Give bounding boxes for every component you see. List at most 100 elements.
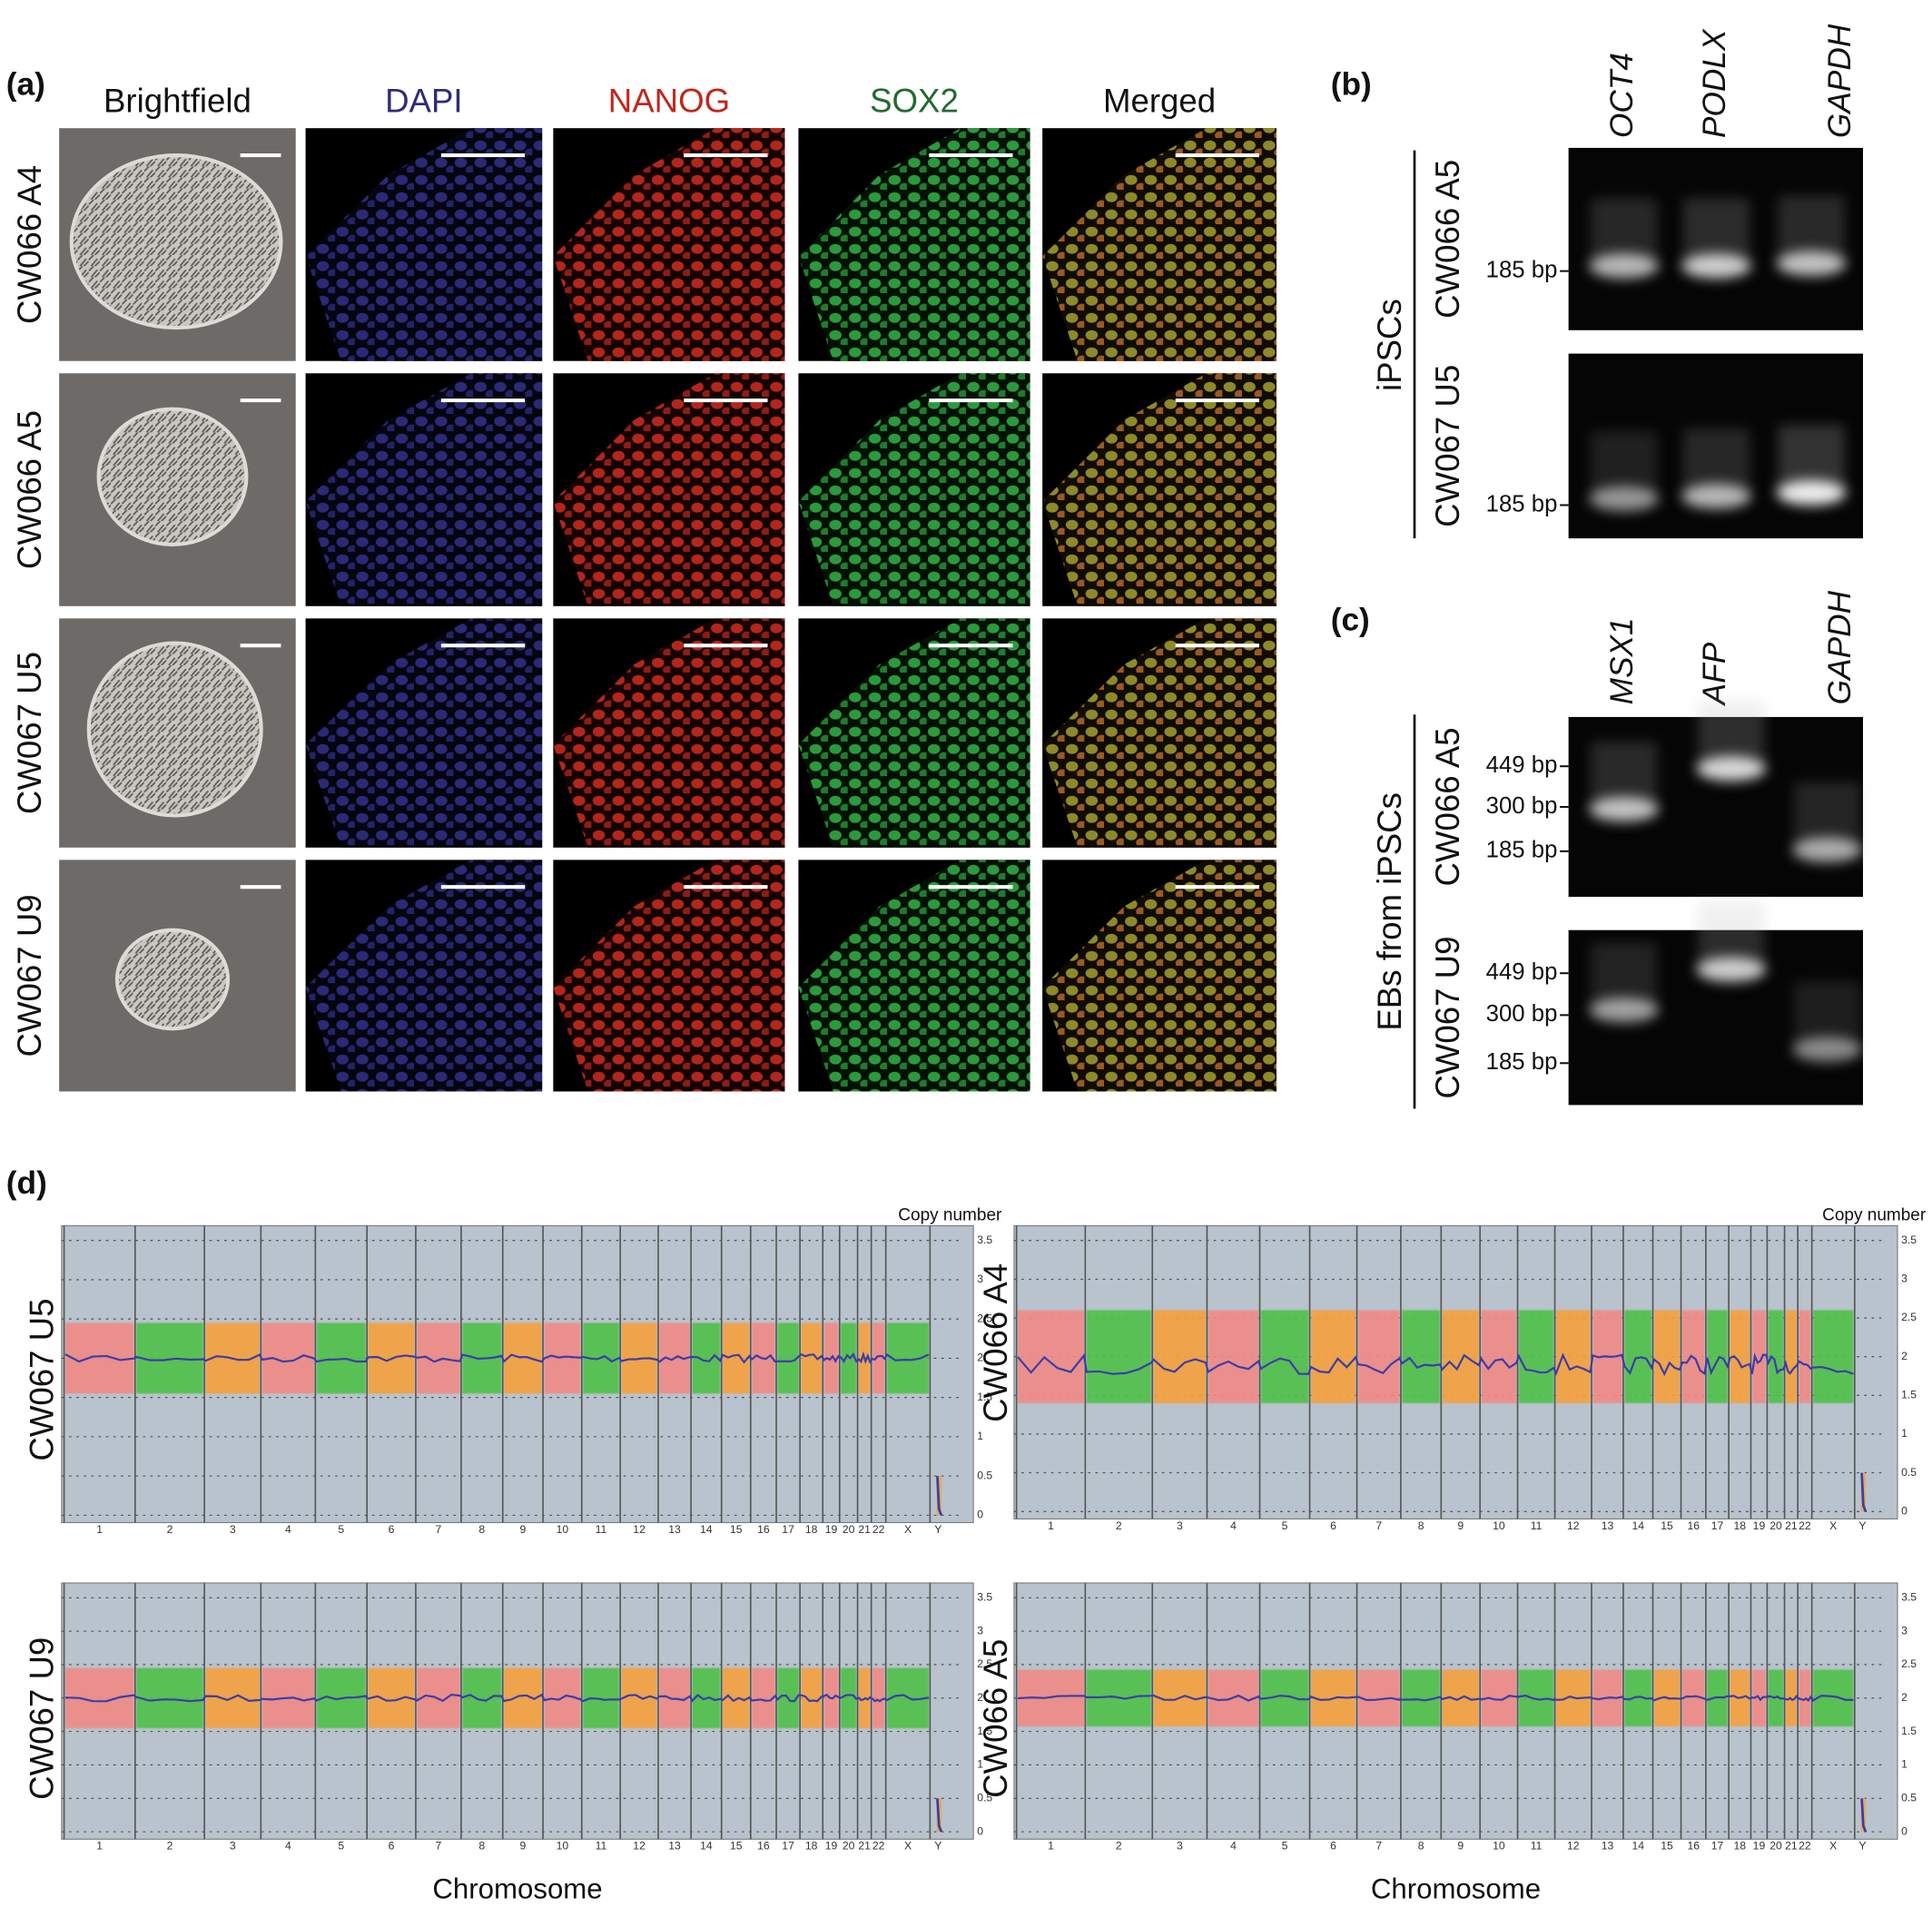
x-axis-label: Chromosome — [432, 1873, 602, 1905]
chromosome-label: 1 — [96, 1523, 103, 1536]
gel-band — [1777, 480, 1846, 506]
copy-number-band — [801, 1322, 822, 1394]
chromosome-label: 15 — [730, 1523, 743, 1536]
chromosome-label: 19 — [825, 1523, 838, 1536]
chromosome-label: 19 — [1753, 1840, 1766, 1853]
chromosome-label: 3 — [230, 1523, 236, 1536]
copy-number-tick: 3 — [1901, 1624, 1907, 1637]
gel-band — [1696, 957, 1766, 982]
column-header: DAPI — [385, 83, 462, 120]
size-marker: 300 bp — [1486, 1001, 1558, 1027]
chromosome-label: 15 — [1661, 1519, 1673, 1532]
cell-cluster — [553, 128, 785, 361]
cell-cluster — [305, 128, 543, 361]
copy-number-band — [841, 1667, 857, 1728]
copy-number-band — [1653, 1310, 1681, 1403]
gene-label: OCT4 — [1604, 53, 1640, 138]
chromosome-label: 14 — [1631, 1840, 1644, 1853]
row-label: CW067 U9 — [11, 894, 48, 1057]
copy-number-tick: 3.5 — [1901, 1591, 1917, 1604]
chromosome-label: 20 — [843, 1840, 855, 1853]
copy-number-tick: 3.5 — [1901, 1234, 1917, 1246]
copy-number-tick: 2.5 — [977, 1657, 992, 1670]
chromosome-label: 12 — [633, 1523, 646, 1536]
chromosome-label: 7 — [436, 1840, 442, 1853]
copy-number-band — [1402, 1310, 1440, 1403]
copy-number-band — [64, 1322, 134, 1394]
group-label: iPSCs — [1371, 299, 1408, 391]
gel-band — [1589, 253, 1659, 279]
chromosome-label: 2 — [167, 1840, 173, 1853]
copy-number-tick: 1.5 — [977, 1725, 992, 1737]
chromosome-label: 8 — [1418, 1840, 1424, 1853]
chromosome-label: 6 — [1330, 1840, 1336, 1853]
chromosome-label: 8 — [1418, 1519, 1424, 1532]
chromosome-label: 3 — [1177, 1519, 1183, 1532]
copy-number-title: Copy number — [898, 1206, 1002, 1225]
group-label: EBs from iPSCs — [1371, 792, 1408, 1031]
size-marker: 185 bp — [1486, 1049, 1558, 1075]
chromosome-label: 21 — [1785, 1840, 1798, 1853]
gel-band — [1777, 251, 1846, 277]
chromosome-label: 16 — [757, 1523, 770, 1536]
chromosome-label: 14 — [700, 1840, 713, 1853]
copy-number-band — [1442, 1310, 1479, 1403]
panel-label: (b) — [1331, 66, 1372, 102]
chromosome-label: 16 — [757, 1840, 770, 1853]
chromosome-label: 18 — [1734, 1519, 1747, 1532]
copy-number-tick: 0 — [977, 1824, 983, 1837]
chromosome-label: Y — [934, 1523, 941, 1536]
copy-number-band — [1357, 1310, 1400, 1403]
copy-number-band — [841, 1322, 857, 1394]
chromosome-label: 2 — [1116, 1840, 1122, 1853]
copy-number-band — [417, 1322, 460, 1394]
row-label: CW067 U5 — [11, 652, 48, 814]
chromosome-label: 21 — [1785, 1519, 1798, 1532]
copy-number-tick: 3.5 — [977, 1234, 992, 1246]
chromosome-label: 19 — [1753, 1519, 1766, 1532]
chromosome-label: 6 — [389, 1840, 395, 1853]
gene-label: PODLX — [1697, 28, 1732, 138]
sample-label: CW067 U5 — [1429, 365, 1466, 527]
chromosome-label: 1 — [1048, 1840, 1054, 1853]
chromosome-label: 12 — [1567, 1519, 1580, 1532]
size-marker: 449 bp — [1486, 959, 1558, 985]
cell-cluster — [553, 618, 785, 848]
gel-band — [1696, 756, 1766, 781]
copy-number-band — [1707, 1310, 1728, 1403]
cell-cluster — [305, 860, 543, 1092]
column-header: Merged — [1103, 83, 1216, 120]
sample-label: CW066 A5 — [1429, 727, 1466, 886]
copy-number-band — [752, 1667, 775, 1728]
copy-number-tick: 1 — [1901, 1758, 1907, 1771]
gene-label: MSX1 — [1604, 617, 1640, 704]
gel-band — [1589, 797, 1659, 822]
chromosome-label: 18 — [805, 1840, 818, 1853]
copy-number-trace — [64, 1693, 930, 1703]
copy-number-trace-y — [936, 1476, 943, 1516]
chromosome-label: 17 — [782, 1840, 794, 1853]
copy-number-tick: 0 — [977, 1509, 983, 1521]
chromosome-label: 14 — [700, 1523, 713, 1536]
copy-number-tick: 1 — [977, 1430, 983, 1442]
copy-number-tick: 0.5 — [1901, 1792, 1917, 1804]
copy-number-trace — [1017, 1694, 1854, 1702]
sample-label: CW067 U5 — [24, 1299, 61, 1461]
chromosome-label: 15 — [1661, 1840, 1673, 1853]
copy-number-tick: 2 — [1901, 1350, 1907, 1362]
colony — [96, 407, 249, 546]
copy-number-band — [1018, 1310, 1085, 1403]
chromosome-label: 5 — [338, 1523, 344, 1536]
copy-number-band — [723, 1667, 750, 1728]
chromosome-label: 5 — [338, 1840, 344, 1853]
copy-number-band — [1785, 1310, 1797, 1403]
copy-number-band — [1086, 1310, 1151, 1403]
chromosome-label: 22 — [1799, 1840, 1811, 1853]
gel-band — [1681, 253, 1751, 279]
chromosome-label: Y — [1858, 1519, 1866, 1532]
cell-cluster — [553, 860, 785, 1092]
copy-number-band — [723, 1322, 750, 1394]
column-header: Brightfield — [104, 83, 251, 120]
chromosome-label: 20 — [1769, 1519, 1782, 1532]
